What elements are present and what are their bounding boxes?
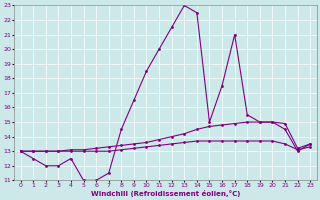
X-axis label: Windchill (Refroidissement éolien,°C): Windchill (Refroidissement éolien,°C)	[91, 190, 240, 197]
